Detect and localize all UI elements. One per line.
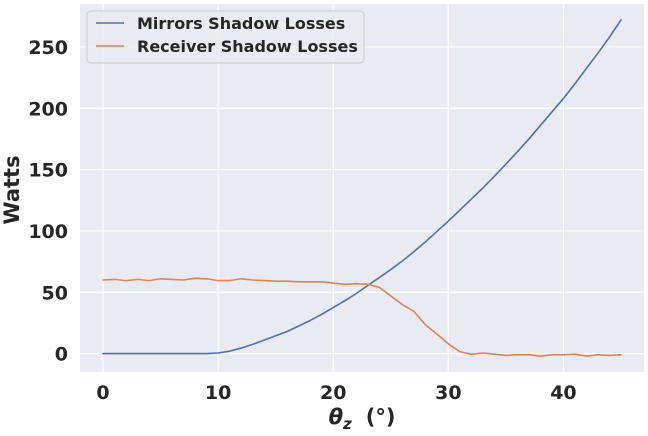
x-axis-title: θz (°) — [329, 405, 396, 432]
legend-label-2: Receiver Shadow Losses — [137, 37, 358, 56]
series-line-2 — [102, 277, 622, 357]
x-tick-label: 0 — [96, 382, 109, 404]
y-tick-label: 50 — [42, 282, 68, 304]
y-tick-label: 150 — [28, 160, 68, 182]
legend-label-1: Mirrors Shadow Losses — [137, 14, 345, 33]
y-tick-label: 200 — [28, 98, 68, 120]
x-tick-label: 10 — [205, 382, 231, 404]
x-axis-subscript: z — [342, 415, 352, 432]
y-axis-title: Watts — [0, 155, 24, 224]
x-tick-label: 40 — [550, 382, 576, 404]
series-line-1 — [102, 19, 622, 355]
legend-box — [86, 10, 365, 64]
plot-background — [80, 4, 644, 372]
x-tick-label: 20 — [320, 382, 346, 404]
y-tick-label: 250 — [28, 37, 68, 59]
x-axis-unit: (°) — [366, 405, 396, 429]
y-tick-label: 100 — [28, 221, 68, 243]
y-tick-label: 0 — [55, 344, 68, 366]
x-axis-symbol: θ — [329, 405, 343, 429]
x-tick-label: 30 — [435, 382, 461, 404]
